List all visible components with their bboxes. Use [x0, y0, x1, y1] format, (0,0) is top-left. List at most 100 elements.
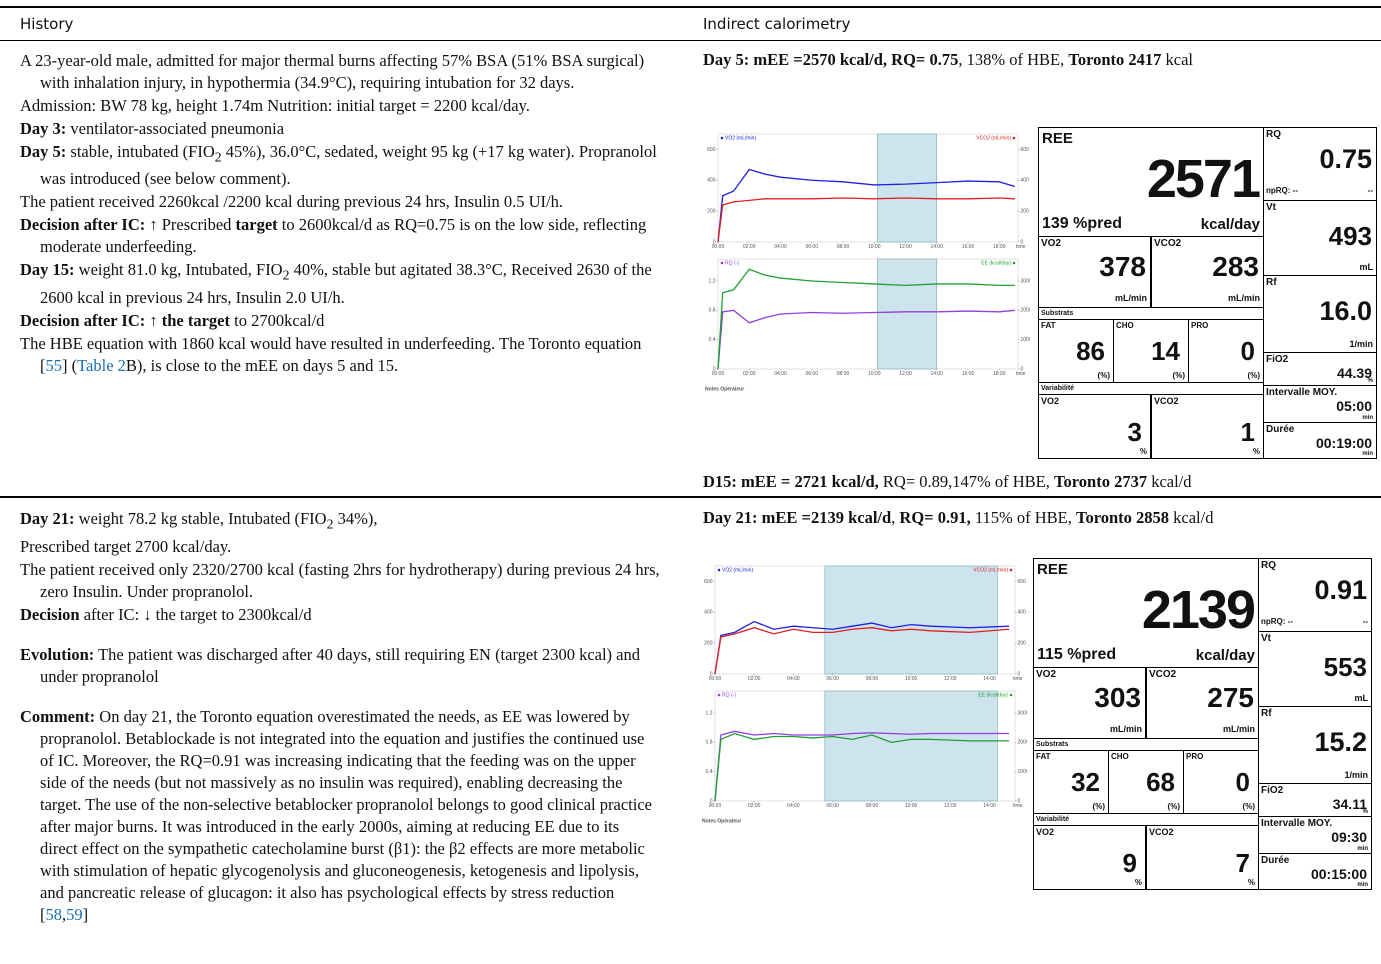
text-run: The patient was discharged after 40 days…	[40, 645, 640, 686]
notes-label: Notes Opérateur	[705, 386, 744, 392]
bold-run: Toronto 2417	[1068, 50, 1161, 69]
cell-unit: (%)	[1093, 803, 1105, 811]
x-tick-label: 14:00	[983, 676, 996, 682]
bold-run: Day 15:	[20, 260, 75, 279]
history-text: Day 21: weight 78.2 kg stable, Intubated…	[20, 508, 660, 927]
legend-marker	[1010, 569, 1013, 572]
x-tick-label: 04:00	[787, 676, 800, 682]
section-label: Substrats	[1041, 310, 1073, 317]
cell-label: VO2	[1041, 397, 1059, 406]
cho-cell: CHO14(%)	[1113, 319, 1189, 383]
x-tick-label: 18:00	[993, 244, 1006, 250]
y-tick-label: 0.4	[706, 769, 713, 775]
cell-label: RQ	[1261, 561, 1276, 571]
cell-label: RQ	[1266, 130, 1281, 140]
ree-cell: REE2139115 %predkcal/day	[1033, 558, 1259, 668]
reference-link[interactable]: 59	[66, 905, 83, 924]
reference-link[interactable]: 58	[46, 905, 63, 924]
text-run: weight 78.2 kg stable, Intubated (FIO	[75, 509, 327, 528]
text-run: The patient received only 2320/2700 kcal…	[20, 560, 660, 601]
bold-run: Toronto 2737	[1054, 472, 1147, 491]
text-run: Admission: BW 78 kg, height 1.74m Nutrit…	[20, 96, 530, 115]
pro-cell: PRO0(%)	[1183, 750, 1259, 814]
bold-run: D15: mEE = 2721 kcal/d,	[703, 472, 879, 491]
page: History Indirect calorimetry A 23-year-o…	[0, 0, 1381, 964]
cell-label: CHO	[1111, 753, 1129, 761]
section-label: Variabilité	[1041, 385, 1074, 392]
plot-frame	[718, 134, 1018, 242]
x-tick-label: 02:00	[748, 676, 761, 682]
cell-value: 15.2	[1314, 729, 1367, 756]
vo2-cell: VO2303mL/min	[1033, 667, 1146, 739]
np-label: npRQ: --	[1266, 187, 1298, 195]
x-tick-label: 00:00	[709, 803, 722, 809]
cell-value: 283	[1212, 253, 1259, 281]
text-run: ventilator-associated pneumonia	[66, 119, 284, 138]
y2-tick-label: 3000	[1018, 710, 1028, 716]
legend-marker	[721, 262, 724, 265]
cell-unit: %	[1368, 378, 1373, 384]
history-text: A 23-year-old male, admitted for major t…	[20, 50, 660, 378]
cell-value: 493	[1329, 223, 1372, 249]
cell-unit: min	[1362, 451, 1373, 457]
variability-vco2-cell: VCO27%	[1146, 825, 1259, 890]
bold-run: Decision	[20, 605, 80, 624]
rq-cell: RQ0.75npRQ: ----	[1263, 127, 1377, 201]
cell-label: VO2	[1041, 239, 1061, 249]
paragraph: The HBE equation with 1860 kcal would ha…	[20, 333, 660, 377]
data-line	[718, 269, 1015, 369]
legend-marker	[718, 694, 721, 697]
x-tick-label: 06:00	[805, 244, 818, 250]
plot-frame	[718, 259, 1018, 369]
variability-vco2-cell: VCO21%	[1151, 394, 1264, 459]
x-tick-label: 10:00	[905, 803, 918, 809]
bold-run: Evolution:	[20, 645, 94, 664]
text-run: kcal	[1161, 50, 1193, 69]
x-tick-label: 00:00	[712, 371, 725, 377]
x-tick-label: 16:00	[962, 371, 975, 377]
text-run: to 2700kcal/d	[230, 311, 324, 330]
np-label: npRQ: --	[1261, 618, 1293, 626]
reference-link[interactable]: Table 2	[77, 356, 126, 375]
cell-value: 275	[1207, 684, 1254, 712]
y2-tick-label: 2000	[1018, 740, 1028, 746]
text-run: kcal/d	[1147, 472, 1191, 491]
x-axis-label: time	[1016, 371, 1026, 377]
legend-label: VCO2 (mL/min)	[976, 135, 1011, 141]
x-tick-label: 06:00	[805, 371, 818, 377]
cell-value: 303	[1094, 684, 1141, 712]
y2-tick-label: 600	[1021, 147, 1030, 153]
paragraph: The patient received only 2320/2700 kcal…	[20, 559, 660, 603]
x-tick-label: 12:00	[899, 244, 912, 250]
x-tick-label: 04:00	[774, 244, 787, 250]
cell-value: 7	[1236, 850, 1250, 876]
bold-run: target	[236, 215, 278, 234]
data-line	[718, 310, 1015, 369]
x-tick-label: 12:00	[944, 676, 957, 682]
y2-tick-label: 1000	[1021, 337, 1031, 343]
legend-marker	[1013, 137, 1016, 140]
trend-charts: 0200400600020040060000:0002:0004:0006:00…	[700, 556, 1027, 891]
text-run: weight 81.0 kg, Intubated, FIO	[75, 260, 283, 279]
paragraph: Decision after IC: ↑ Prescribed target t…	[20, 214, 660, 258]
cell-unit: 1/min	[1344, 771, 1368, 780]
cell-unit: min	[1357, 846, 1368, 852]
notes-label: Notes Opérateur	[702, 818, 741, 824]
legend-label: VO2 (mL/min)	[722, 567, 753, 573]
legend-label: RQ (-)	[725, 260, 739, 266]
vt-cell: Vt553mL	[1258, 631, 1372, 707]
reference-link[interactable]: 55	[46, 356, 63, 375]
bold-run: Decision after IC:	[20, 215, 145, 234]
cell-unit: mL/min	[1110, 725, 1142, 734]
paragraph: The patient received 2260kcal /2200 kcal…	[20, 191, 660, 213]
x-tick-label: 08:00	[866, 803, 879, 809]
cell-unit: %	[1140, 448, 1147, 456]
y2-tick-label: 200	[1021, 208, 1030, 214]
paragraph: Prescribed target 2700 kcal/day.	[20, 536, 660, 558]
x-tick-label: 02:00	[743, 371, 756, 377]
paragraph: A 23-year-old male, admitted for major t…	[20, 50, 660, 94]
